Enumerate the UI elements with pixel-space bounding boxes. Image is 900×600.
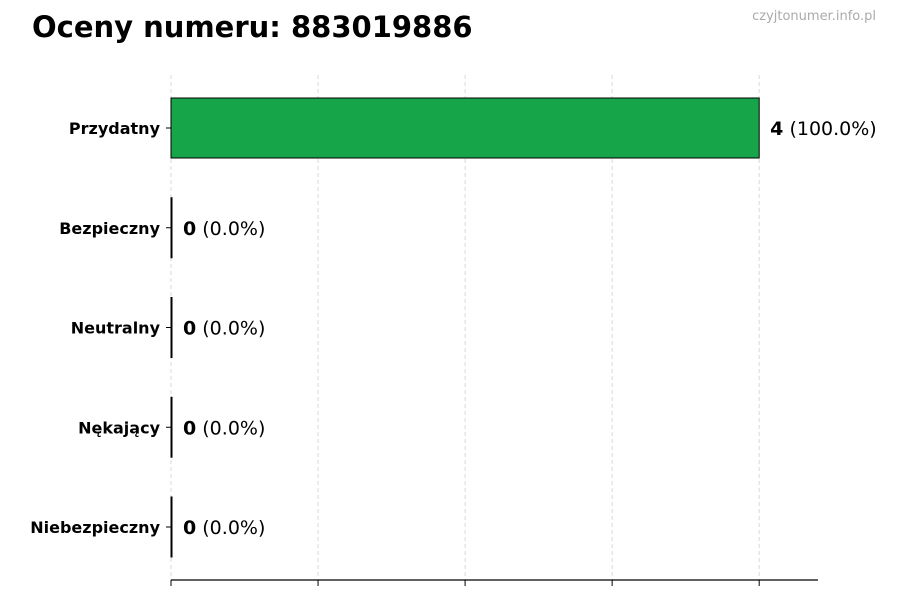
data-label: 0 (0.0%): [183, 218, 265, 240]
chart-title: Oceny numeru: 883019886: [32, 10, 473, 44]
data-label: 0 (0.0%): [183, 417, 265, 439]
data-label-count: 0: [183, 417, 196, 439]
category-label: Nękający: [78, 418, 160, 437]
data-label-percent: (0.0%): [196, 417, 265, 439]
category-label: Niebezpieczny: [30, 518, 160, 537]
category-label: Przydatny: [69, 119, 161, 138]
data-label: 0 (0.0%): [183, 517, 265, 539]
bar: [170, 496, 173, 558]
watermark: czyjtonumer.info.pl: [752, 9, 876, 24]
bar: [170, 97, 760, 159]
bar: [170, 396, 173, 458]
data-label-percent: (0.0%): [196, 218, 265, 240]
data-label-count: 4: [770, 118, 783, 140]
data-label-percent: (100.0%): [783, 118, 876, 140]
category-label: Bezpieczny: [59, 219, 160, 238]
data-label-count: 0: [183, 517, 196, 539]
data-label: 4 (100.0%): [770, 118, 877, 140]
category-label: Neutralny: [71, 319, 161, 338]
data-label: 0 (0.0%): [183, 318, 265, 340]
data-label-percent: (0.0%): [196, 517, 265, 539]
data-label-count: 0: [183, 318, 196, 340]
bar: [170, 297, 173, 358]
bar: [170, 197, 173, 259]
data-label-count: 0: [183, 218, 196, 240]
data-label-percent: (0.0%): [196, 318, 265, 340]
